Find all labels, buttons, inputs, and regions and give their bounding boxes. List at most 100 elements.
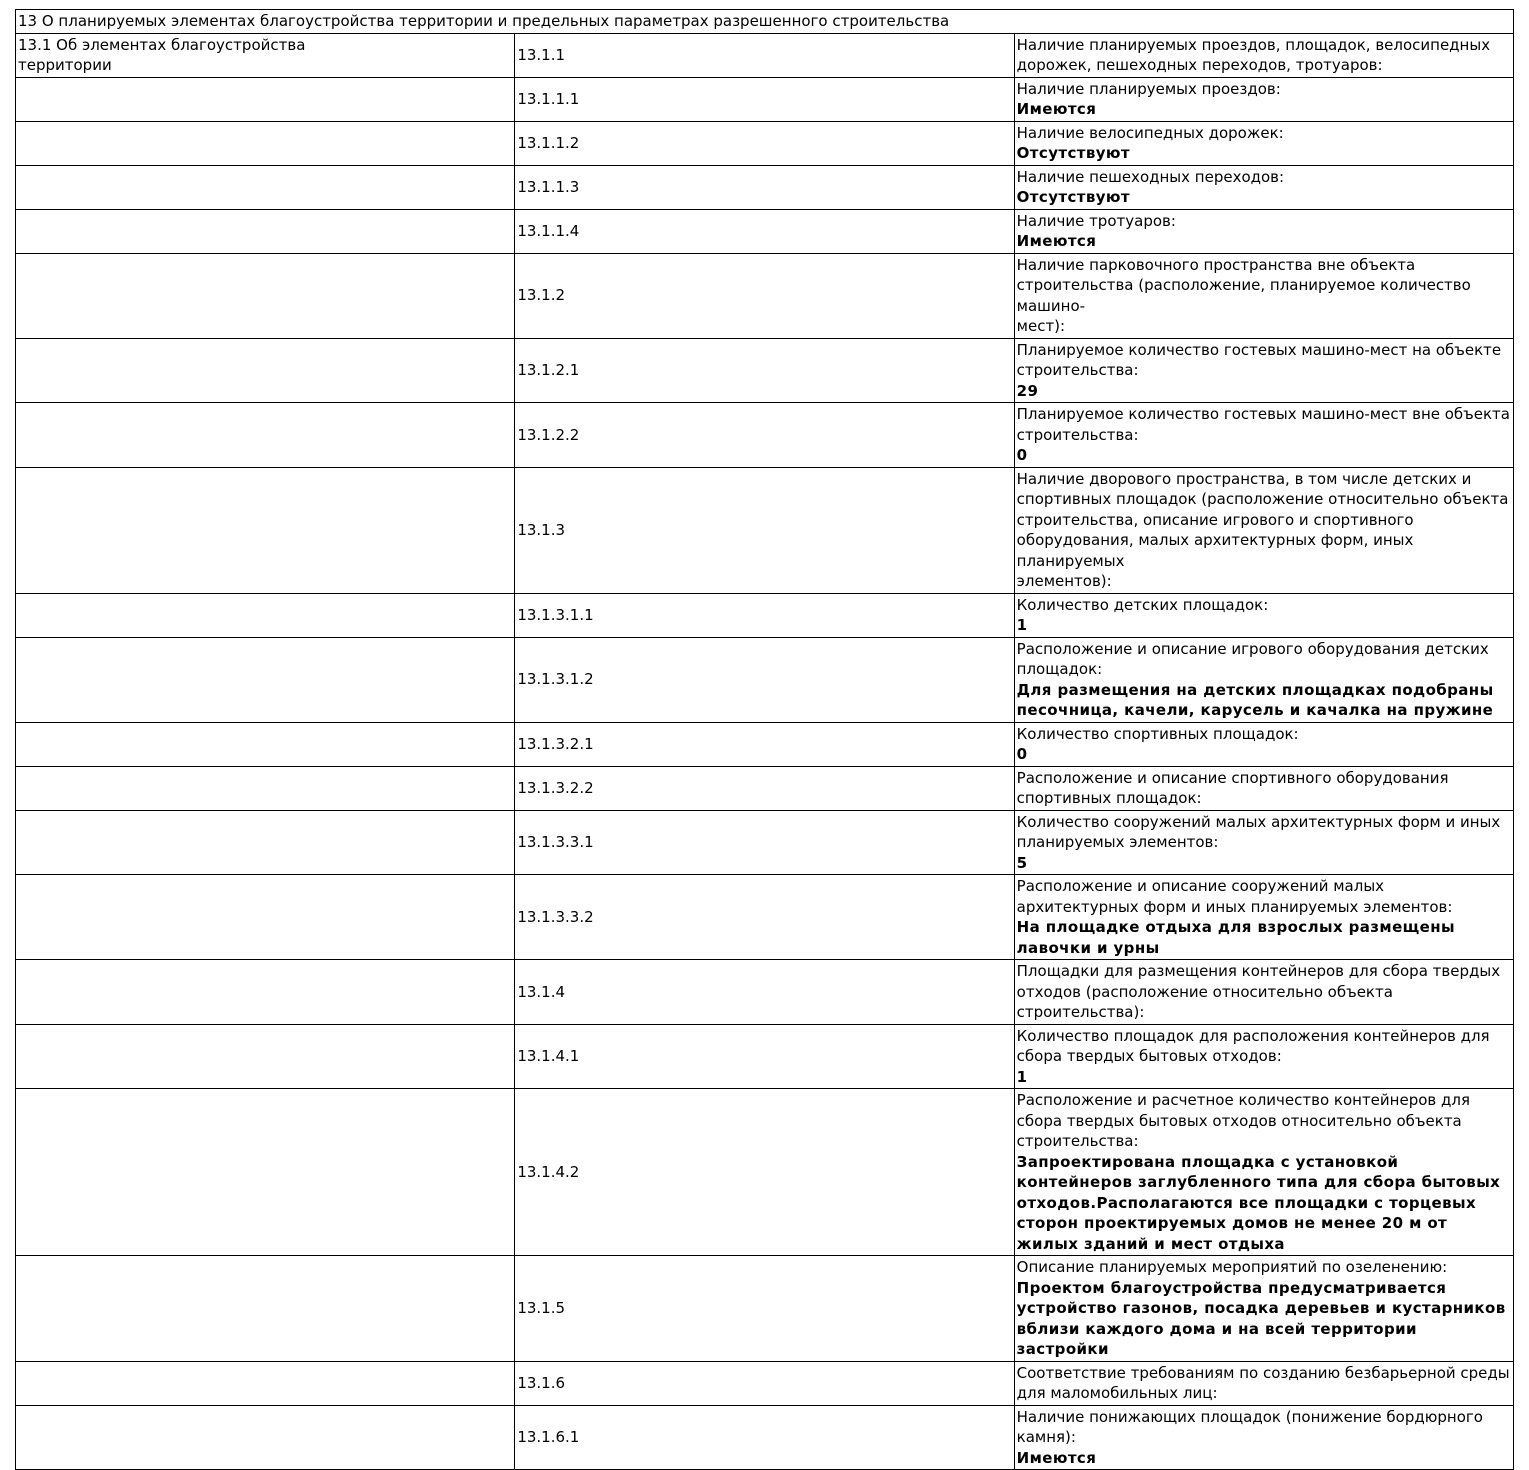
item-code: 13.1.3 — [514, 466, 1015, 594]
item-content: Соответствие требованиям по созданию без… — [1013, 1360, 1515, 1406]
table-row: 13.1.2.2 Планируемое количество гостевых … — [14, 402, 1515, 468]
item-code: 13.1.1.3 — [514, 164, 1015, 210]
item-value: Отсутствуют — [1016, 144, 1130, 162]
item-label: Наличие парковочного пространства вне об… — [1016, 255, 1471, 336]
item-content: Планируемое количество гостевых машино-м… — [1013, 337, 1515, 403]
item-label: Количество спортивных площадок: — [1016, 724, 1299, 743]
item-content: Площадки для размещения контейнеров для … — [1013, 959, 1515, 1025]
item-content: Расположение и описание спортивного обор… — [1013, 765, 1515, 811]
empty-cell — [14, 164, 516, 210]
section-header-row: 13 О планируемых элементах благоустройст… — [15, 9, 1514, 34]
item-value: 5 — [1016, 853, 1028, 872]
empty-cell — [14, 959, 516, 1025]
item-content: Расположение и описание игрового оборудо… — [1013, 636, 1515, 723]
empty-cell — [14, 809, 516, 875]
item-code: 13.1.4.1 — [514, 1023, 1015, 1089]
item-label: Расположение и описание игрового оборудо… — [1016, 639, 1489, 679]
empty-cell — [14, 1023, 516, 1089]
empty-cell — [14, 1255, 516, 1362]
table-row: 13.1.6 Соответствие требованиям по создан… — [14, 1360, 1515, 1406]
table-row: 13.1.5 Описание планируемых мероприятий п… — [14, 1255, 1515, 1362]
item-value: 1 — [1016, 616, 1028, 634]
empty-cell — [14, 466, 516, 594]
item-content: Наличие понижающих площадок (понижение б… — [1013, 1404, 1515, 1470]
item-label: Количество детских площадок: — [1016, 595, 1269, 614]
empty-cell — [14, 120, 516, 166]
item-content: Наличие пешеходных переходов: Отсутствуют — [1013, 164, 1515, 210]
empty-cell — [14, 874, 516, 960]
table-row: 13.1.3 Наличие дворового пространства, в … — [14, 466, 1515, 594]
item-code: 13.1.2.2 — [514, 402, 1015, 468]
item-code: 13.1.5 — [514, 1255, 1015, 1362]
table-row: 13.1 Об элементах благоустройства террит… — [14, 32, 1515, 78]
table-row: 13.1.6.1 Наличие понижающих площадок (пон… — [14, 1404, 1515, 1470]
item-code: 13.1.2 — [514, 252, 1015, 339]
item-code: 13.1.3.3.1 — [514, 809, 1015, 875]
table-row: 13.1.4.2 Расположение и расчетное количес… — [14, 1088, 1515, 1256]
item-content: Расположение и описание сооружений малых… — [1013, 874, 1515, 960]
empty-cell — [14, 76, 516, 122]
empty-cell — [14, 402, 516, 468]
empty-cell — [14, 721, 516, 767]
empty-cell — [14, 1360, 516, 1406]
item-code: 13.1.3.1.1 — [514, 592, 1015, 638]
item-label: Количество сооружений малых архитектурны… — [1016, 812, 1501, 852]
table-row: 13.1.4 Площадки для размещения контейнеро… — [14, 959, 1515, 1025]
item-label: Наличие планируемых проездов: — [1016, 79, 1281, 98]
item-content: Расположение и расчетное количество конт… — [1013, 1088, 1515, 1256]
item-value: Запроектирована площадка с установкой ко… — [1016, 1152, 1501, 1253]
table-row: 13.1.3.2.1 Количество спортивных площадок… — [14, 721, 1515, 767]
item-value: Проектом благоустройства предусматривает… — [1016, 1278, 1506, 1359]
table-row: 13.1.4.1 Количество площадок для располож… — [14, 1023, 1515, 1089]
item-label: Площадки для размещения контейнеров для … — [1016, 962, 1501, 1021]
item-value: 29 — [1016, 381, 1039, 400]
item-label: Расположение и описание спортивного обор… — [1016, 768, 1449, 808]
item-label: Планируемое количество гостевых машино-м… — [1016, 340, 1502, 380]
item-value: На площадке отдыха для взрослых размещен… — [1016, 918, 1455, 957]
table-row: 13.1.3.1.1 Количество детских площадок: 1 — [14, 592, 1515, 638]
item-content: Наличие планируемых проездов: Имеются — [1013, 76, 1515, 122]
item-label: Расположение и расчетное количество конт… — [1016, 1091, 1470, 1150]
item-content: Количество площадок для расположения кон… — [1013, 1023, 1515, 1089]
item-label: Расположение и описание сооружений малых… — [1016, 877, 1453, 916]
item-value: Имеются — [1016, 1448, 1097, 1467]
item-value: Имеются — [1016, 232, 1097, 250]
table-row: 13.1.2 Наличие парковочного пространства … — [14, 252, 1515, 339]
item-code: 13.1.1.4 — [514, 208, 1015, 254]
empty-cell — [14, 252, 516, 339]
item-code: 13.1.3.2.2 — [514, 765, 1015, 811]
section-header: 13 О планируемых элементах благоустройст… — [15, 9, 1514, 34]
table-row: 13.1.1.1 Наличие планируемых проездов: Име… — [14, 76, 1515, 122]
empty-cell — [14, 765, 516, 811]
item-code: 13.1.1.1 — [514, 76, 1015, 122]
table-row: 13.1.3.3.2 Расположение и описание сооруж… — [14, 874, 1515, 960]
item-code: 13.1.6 — [514, 1360, 1015, 1406]
table-row: 13.1.3.1.2 Расположение и описание игрово… — [14, 636, 1515, 723]
item-label: Наличие дворового пространства, в том чи… — [1016, 469, 1509, 591]
table-row: 13.1.1.4 Наличие тротуаров: Имеются — [14, 208, 1515, 254]
item-code: 13.1.3.1.2 — [514, 636, 1015, 723]
empty-cell — [14, 1088, 516, 1256]
item-label: Наличие понижающих площадок (понижение б… — [1016, 1407, 1483, 1447]
table-row: 13.1.3.3.1 Количество сооружений малых ар… — [14, 809, 1515, 875]
item-content: Количество спортивных площадок: 0 — [1013, 721, 1515, 767]
item-content: Описание планируемых мероприятий по озел… — [1013, 1255, 1515, 1362]
item-value: Имеются — [1016, 100, 1097, 118]
item-content: Планируемое количество гостевых машино-м… — [1013, 402, 1515, 468]
item-content: Наличие планируемых проездов, площадок, … — [1013, 32, 1515, 78]
item-code: 13.1.1.2 — [514, 120, 1015, 166]
table-row: 13.1.3.2.2 Расположение и описание спорти… — [14, 765, 1515, 811]
table-row: 13.1.2.1 Планируемое количество гостевых … — [14, 337, 1515, 403]
item-content: Количество сооружений малых архитектурны… — [1013, 809, 1515, 875]
table-row: 13.1.1.2 Наличие велосипедных дорожек: Отс… — [14, 120, 1515, 166]
item-code: 13.1.4.2 — [514, 1088, 1015, 1256]
section-label: 13.1 Об элементах благоустройства террит… — [14, 32, 516, 78]
item-value: 1 — [1016, 1067, 1028, 1086]
table-row: 13.1.1.3 Наличие пешеходных переходов: Отс… — [14, 164, 1515, 210]
item-label: Наличие тротуаров: — [1016, 211, 1176, 230]
empty-cell — [14, 337, 516, 403]
item-label: Описание планируемых мероприятий по озел… — [1016, 1258, 1448, 1276]
empty-cell — [14, 592, 516, 638]
item-content: Количество детских площадок: 1 — [1013, 592, 1515, 638]
item-code: 13.1.6.1 — [514, 1404, 1015, 1470]
